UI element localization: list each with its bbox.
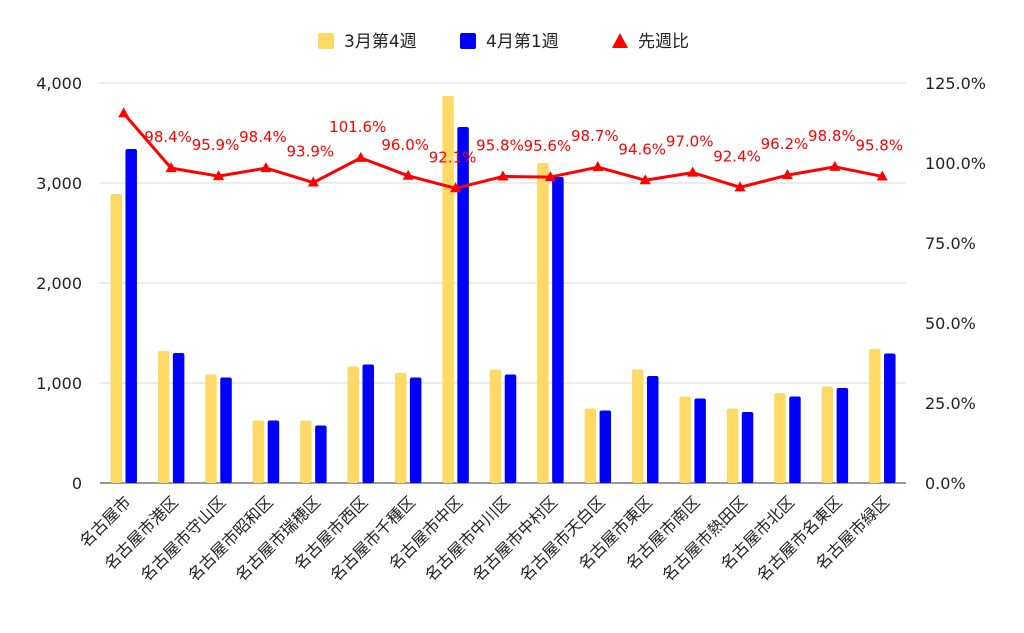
bar-series2-5 <box>362 364 375 483</box>
bar-series1-4 <box>300 420 312 483</box>
legend-label-0: 3月第4週 <box>344 32 417 52</box>
ratio-label-3: 98.4% <box>239 128 287 146</box>
right-tick-label-1: 25.0% <box>925 394 976 413</box>
ratio-point-6 <box>402 169 414 180</box>
legend-label-2: 先週比 <box>638 32 689 52</box>
ratio-label-7: 92.1% <box>429 148 477 166</box>
legend-label-1: 4月第1週 <box>486 32 559 52</box>
ratio-point-11 <box>639 174 651 185</box>
bar-series1-11 <box>631 369 644 483</box>
bar-series2-9 <box>552 177 564 483</box>
bar-series2-11 <box>646 376 659 483</box>
left-tick-label-2: 2,000 <box>36 274 82 293</box>
ratio-label-15: 98.8% <box>808 127 856 145</box>
left-tick-label-3: 3,000 <box>36 174 82 193</box>
bar-series2-4 <box>315 425 327 483</box>
ratio-point-10 <box>592 161 604 172</box>
bar-series1-7 <box>442 96 454 483</box>
bar-series2-6 <box>409 377 422 483</box>
bars-group <box>110 96 896 483</box>
ratio-point-12 <box>687 166 699 177</box>
bar-series1-5 <box>347 366 360 483</box>
bar-series2-0 <box>125 149 137 483</box>
ratio-point-7 <box>450 182 462 193</box>
ratio-point-14 <box>781 169 793 180</box>
bar-series1-13 <box>726 408 739 483</box>
bar-series2-3 <box>267 420 280 483</box>
ratio-label-14: 96.2% <box>761 135 809 153</box>
legend-swatch-1 <box>460 33 476 49</box>
right-tick-label-0: 0.0% <box>925 474 966 493</box>
ratio-point-1 <box>165 162 177 173</box>
right-tick-label-3: 75.0% <box>925 234 976 253</box>
ratio-point-9 <box>544 171 556 182</box>
ratio-label-9: 95.6% <box>524 137 572 155</box>
bar-series2-14 <box>789 396 801 483</box>
bar-series2-7 <box>457 127 469 483</box>
bar-series1-3 <box>252 420 265 483</box>
bar-series1-1 <box>157 351 170 483</box>
bar-series2-1 <box>172 353 185 483</box>
gridlines <box>100 82 906 484</box>
ratio-point-3 <box>260 162 272 173</box>
left-tick-label-4: 4,000 <box>36 74 82 93</box>
bar-series1-9 <box>537 163 549 483</box>
legend-marker-2 <box>612 33 628 48</box>
bar-series2-10 <box>599 410 612 483</box>
ratio-label-11: 94.6% <box>618 140 666 158</box>
bar-series1-16 <box>869 349 881 483</box>
bar-series1-14 <box>774 393 786 483</box>
ratio-point-13 <box>734 181 746 192</box>
ratio-point-8 <box>497 170 509 181</box>
bar-series2-16 <box>884 353 896 483</box>
ratio-label-10: 98.7% <box>571 127 619 145</box>
left-tick-label-0: 0 <box>72 474 82 493</box>
legend-swatch-0 <box>318 33 334 49</box>
ratio-label-16: 95.8% <box>855 136 903 154</box>
bar-series2-12 <box>694 398 706 483</box>
ratio-line-group <box>118 107 888 193</box>
ratio-label-8: 95.8% <box>476 136 524 154</box>
ratio-label-12: 97.0% <box>666 133 714 151</box>
right-tick-label-4: 100.0% <box>925 154 986 173</box>
bar-series1-12 <box>679 396 691 483</box>
bar-series1-0 <box>110 194 122 483</box>
ratio-label-5: 101.6% <box>329 118 386 136</box>
ratio-point-5 <box>355 151 367 162</box>
bar-series1-8 <box>489 369 502 483</box>
right-tick-label-5: 125.0% <box>925 74 986 93</box>
bar-series2-13 <box>741 412 754 483</box>
ratio-point-2 <box>213 170 225 181</box>
bar-series1-15 <box>821 386 834 483</box>
ratio-point-4 <box>307 176 319 187</box>
bar-series1-6 <box>394 373 407 483</box>
bar-series2-2 <box>220 377 232 483</box>
ratio-point-16 <box>876 170 888 181</box>
right-tick-label-2: 50.0% <box>925 314 976 333</box>
bar-series2-15 <box>836 388 849 483</box>
bar-series2-8 <box>504 374 517 483</box>
bar-series1-2 <box>205 374 217 483</box>
ratio-label-2: 95.9% <box>192 136 240 154</box>
legend: 3月第4週 4月第1週 先週比 <box>318 32 689 52</box>
ratio-label-1: 98.4% <box>144 128 192 146</box>
ratio-point-15 <box>829 160 841 171</box>
ratio-label-13: 92.4% <box>713 147 761 165</box>
data-labels-group: 98.4% 95.9% 98.4%93.9%101.6%96.0%92.1%95.8… <box>144 118 903 166</box>
left-tick-label-1: 1,000 <box>36 374 82 393</box>
ratio-label-4: 93.9% <box>287 143 335 161</box>
bar-series1-10 <box>584 408 597 483</box>
ratio-point-0 <box>118 107 130 118</box>
ratio-label-6: 96.0% <box>381 136 429 154</box>
